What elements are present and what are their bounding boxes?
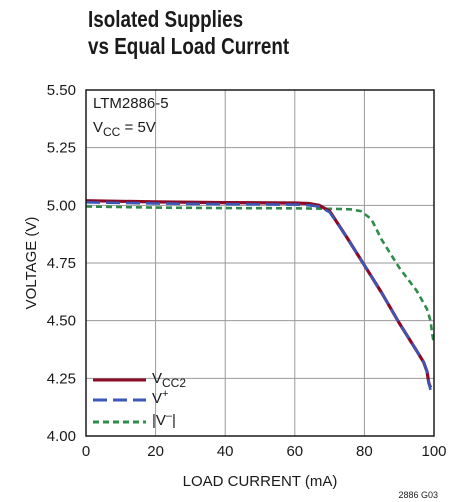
- x-tick-labels: 0 20 40 60 80 100: [82, 443, 447, 460]
- x-tick-label: 80: [356, 443, 373, 460]
- x-tick-label: 0: [82, 443, 90, 460]
- y-tick-label: 5.50: [47, 82, 76, 99]
- y-tick-label: 4.75: [47, 255, 76, 272]
- y-tick-labels: 4.00 4.25 4.50 4.75 5.00 5.25 5.50: [47, 82, 76, 445]
- legend-label-vcc2: VCC2: [152, 370, 186, 390]
- x-axis-label: LOAD CURRENT (mA): [183, 473, 338, 490]
- series-line-vplus: [85, 201, 432, 391]
- series-lines: [85, 199, 436, 391]
- y-tick-label: 5.00: [47, 197, 76, 214]
- annotation-part-number: LTM2886-5: [93, 95, 169, 112]
- y-axis-label: VOLTAGE (V): [23, 217, 40, 310]
- y-tick-label: 5.25: [47, 140, 76, 157]
- x-tick-label: 60: [286, 443, 303, 460]
- series-line-vcc2: [85, 199, 433, 389]
- y-tick-label: 4.50: [47, 313, 76, 330]
- x-tick-label: 20: [147, 443, 164, 460]
- series-line-vminus: [85, 205, 436, 344]
- x-tick-label: 40: [217, 443, 234, 460]
- y-tick-label: 4.25: [47, 370, 76, 387]
- annotation-vcc: VCC = 5V: [93, 119, 156, 139]
- chart-title: Isolated Supplies vs Equal Load Current: [88, 6, 289, 60]
- legend-label-vplus: V+: [152, 388, 168, 407]
- x-tick-label: 100: [421, 443, 446, 460]
- chart-title-line-1: Isolated Supplies: [88, 6, 244, 32]
- gridlines: [86, 90, 434, 436]
- legend-label-vminus: |V–|: [152, 410, 176, 429]
- legend: VCC2 V+ |V–|: [93, 370, 186, 429]
- chart-title-line-2: vs Equal Load Current: [88, 33, 290, 59]
- figure-id: 2886 G03: [398, 490, 438, 500]
- plot-frame: [85, 89, 435, 437]
- y-tick-label: 4.00: [47, 428, 76, 445]
